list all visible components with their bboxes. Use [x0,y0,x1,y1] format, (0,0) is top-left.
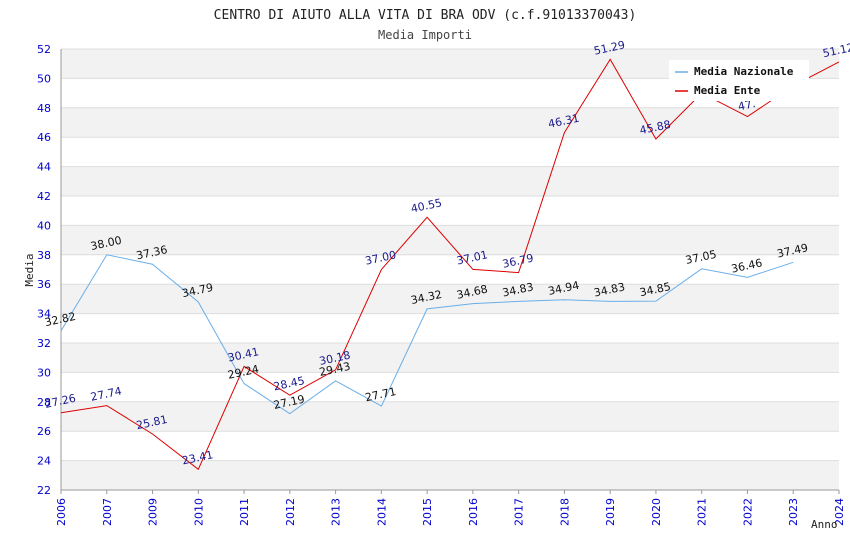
axes [60,49,839,491]
data-label: 47. [737,97,757,113]
data-label: 25.81 [135,413,169,432]
x-tick-label: 2024 [833,498,846,526]
y-tick-label: 36 [37,278,51,291]
grid-band [61,107,839,138]
data-label: 51.29 [593,38,627,57]
chart-subtitle: Media Importi [378,28,472,42]
legend: Media Nazionale Media Ente [669,60,809,101]
x-tick-label: 2016 [467,498,480,526]
x-tick-label: 2013 [330,498,343,526]
y-tick-label: 46 [37,131,51,144]
data-label: 36.46 [730,256,764,275]
y-tick-label: 30 [37,366,51,379]
data-label: 37.05 [684,248,718,267]
data-label: 37.36 [135,243,169,262]
x-axis-ticks: 2006 2007 2009 2010 2011 2012 2013 2014 2015 2016… [55,490,846,526]
x-tick-label: 2006 [55,498,68,526]
x-tick-label: 2007 [101,498,114,526]
legend-box [669,60,809,101]
data-label: 30.41 [227,345,261,364]
x-axis-label: Anno [811,518,838,531]
data-label: 29.24 [227,363,261,382]
data-label: 46.31 [547,112,581,131]
data-label: 27.26 [44,392,78,411]
data-label: 37.01 [455,248,489,267]
data-label: 27.74 [89,385,123,404]
x-tick-label: 2019 [604,498,617,526]
grid-band [61,225,839,255]
data-label: 28.45 [272,374,306,393]
data-label: 34.79 [181,281,215,300]
x-tick-label: 2022 [741,498,754,526]
x-tick-label: 2010 [192,498,205,526]
y-axis-label: Media [23,253,36,286]
data-label: 34.32 [410,288,444,307]
y-tick-label: 28 [37,396,51,409]
grid-band [61,166,839,196]
y-tick-label: 34 [37,308,51,321]
data-label: 27.19 [272,393,306,412]
data-label: 34.94 [547,279,581,298]
x-tick-label: 2021 [696,498,709,526]
data-label: 23.41 [181,448,215,467]
grid-band [61,401,839,432]
x-tick-label: 2017 [513,498,526,526]
series-line-nazionale [60,254,794,415]
chart-title: CENTRO DI AIUTO ALLA VITA DI BRA ODV (c.… [214,8,637,23]
data-label: 40.55 [410,196,444,215]
x-tick-label: 2015 [421,498,434,526]
data-label: 34.83 [593,280,627,299]
data-label: 30.18 [318,349,352,368]
y-tick-label: 42 [37,190,51,203]
data-label: 51.12 [822,41,850,60]
data-label: 27.71 [364,385,398,404]
data-label: 36.79 [501,252,535,271]
grid-lines [61,48,839,491]
y-tick-label: 38 [37,249,51,262]
legend-label-ente: Media Ente [694,84,761,97]
grid-band [61,343,839,373]
y-tick-label: 22 [37,484,51,497]
data-label: 45.88 [638,118,672,137]
data-label: 32.82 [44,310,78,329]
x-tick-label: 2009 [147,498,160,526]
data-label: 37.49 [776,241,810,260]
x-tick-label: 2014 [375,498,388,526]
x-tick-label: 2020 [650,498,663,526]
x-tick-label: 2023 [787,498,800,526]
x-tick-label: 2011 [238,498,251,526]
data-label: 29.43 [318,360,352,379]
x-tick-label: 2012 [284,498,297,526]
y-tick-label: 52 [37,43,51,56]
y-tick-label: 50 [37,72,51,85]
grid-band [61,460,839,490]
grid-bands [61,49,839,490]
y-tick-label: 24 [37,455,51,468]
data-label: 34.83 [501,280,535,299]
data-label: 37.00 [364,248,398,267]
y-tick-label: 48 [37,102,51,115]
data-labels: 32.82 38.00 37.36 34.79 29.24 27.19 29.43 27.71… [44,38,850,467]
data-label: 34.68 [455,283,489,302]
data-label: 34.85 [638,280,672,299]
y-tick-label: 40 [37,219,51,232]
grid-band [61,284,839,314]
y-tick-label: 26 [37,425,51,438]
y-axis-ticks: 22 24 26 28 30 32 34 36 38 40 42 44 46 48 50 52 [37,43,51,497]
y-tick-label: 32 [37,337,51,350]
legend-label-nazionale: Media Nazionale [694,65,794,78]
data-label: 38.00 [89,234,123,253]
y-tick-label: 44 [37,161,51,174]
x-tick-label: 2018 [558,498,571,526]
